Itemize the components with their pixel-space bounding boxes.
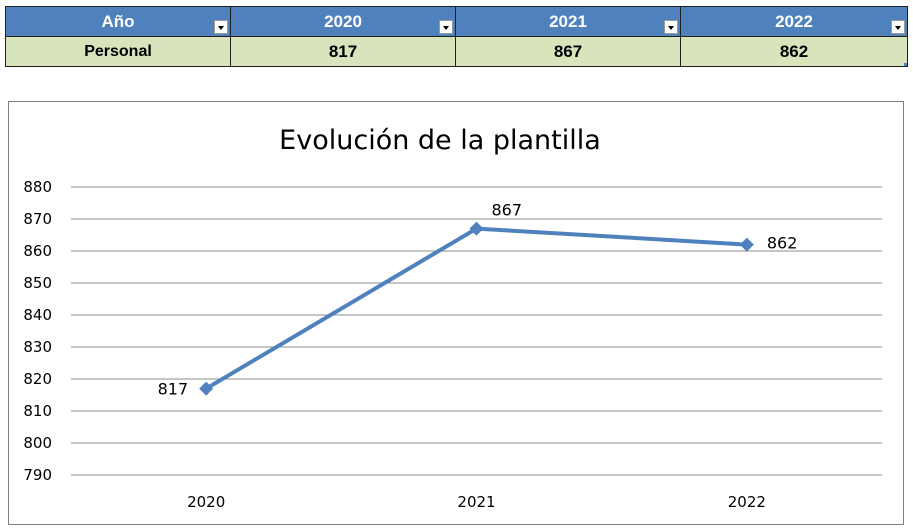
filter-dropdown-icon[interactable] [891, 20, 905, 34]
y-axis-ticks: 880 870 860 850 840 830 820 810 800 790 [23, 178, 52, 484]
value-cell-2020[interactable]: 817 [230, 36, 456, 67]
gridlines [71, 186, 882, 476]
data-point-marker[interactable] [469, 221, 484, 236]
table-header-row: Año 2020 2021 2022 [5, 6, 908, 37]
y-tick-label: 860 [23, 242, 52, 260]
series-line[interactable] [205, 226, 747, 391]
data-labels: 817 867 862 [158, 201, 798, 399]
row-label-cell[interactable]: Personal [5, 36, 231, 67]
series-layer [199, 221, 754, 396]
y-tick-label: 840 [23, 306, 52, 324]
y-tick-label: 820 [23, 370, 52, 388]
data-label: 862 [767, 234, 798, 253]
y-tick-label: 810 [23, 402, 52, 420]
y-tick-label: 880 [23, 178, 52, 196]
line-chart[interactable]: Evolución de la plantilla 880 870 860 850 84… [8, 101, 904, 525]
table-row: Personal 817 867 862 [5, 36, 908, 67]
x-axis-ticks: 2020 2021 2022 [187, 493, 766, 511]
y-tick-label: 870 [23, 210, 52, 228]
data-point-marker[interactable] [199, 381, 214, 396]
value-cell-2021[interactable]: 867 [455, 36, 681, 67]
header-label: 2021 [549, 11, 587, 31]
data-label: 817 [158, 380, 189, 399]
header-label: 2020 [324, 11, 362, 31]
filter-dropdown-icon[interactable] [214, 20, 228, 34]
row-label: Personal [84, 42, 152, 60]
cell-value: 862 [779, 41, 809, 61]
value-cell-2022[interactable]: 862 [680, 36, 908, 67]
header-cell-2021[interactable]: 2021 [455, 6, 681, 37]
header-label: 2022 [775, 11, 813, 31]
y-tick-label: 850 [23, 274, 52, 292]
x-tick-label: 2021 [457, 493, 495, 511]
x-tick-label: 2022 [728, 493, 766, 511]
filter-dropdown-icon[interactable] [439, 20, 453, 34]
x-tick-label: 2020 [187, 493, 225, 511]
data-point-marker[interactable] [739, 237, 754, 252]
header-label: Año [101, 11, 135, 31]
header-cell-2022[interactable]: 2022 [680, 6, 908, 37]
y-tick-label: 800 [23, 434, 52, 452]
header-cell-year[interactable]: Año [5, 6, 231, 37]
filter-dropdown-icon[interactable] [664, 20, 678, 34]
data-label: 867 [492, 201, 523, 220]
header-cell-2020[interactable]: 2020 [230, 6, 456, 37]
chart-title: Evolución de la plantilla [279, 125, 601, 156]
chart-canvas: Evolución de la plantilla 880 870 860 850 84… [23, 125, 882, 511]
y-tick-label: 830 [23, 338, 52, 356]
cell-value: 817 [328, 41, 358, 61]
cell-value: 867 [553, 41, 583, 61]
data-table: Año 2020 2021 2022 Personal 817 867 862 [5, 6, 908, 67]
table-resize-handle[interactable] [904, 63, 907, 66]
y-tick-label: 790 [23, 466, 52, 484]
